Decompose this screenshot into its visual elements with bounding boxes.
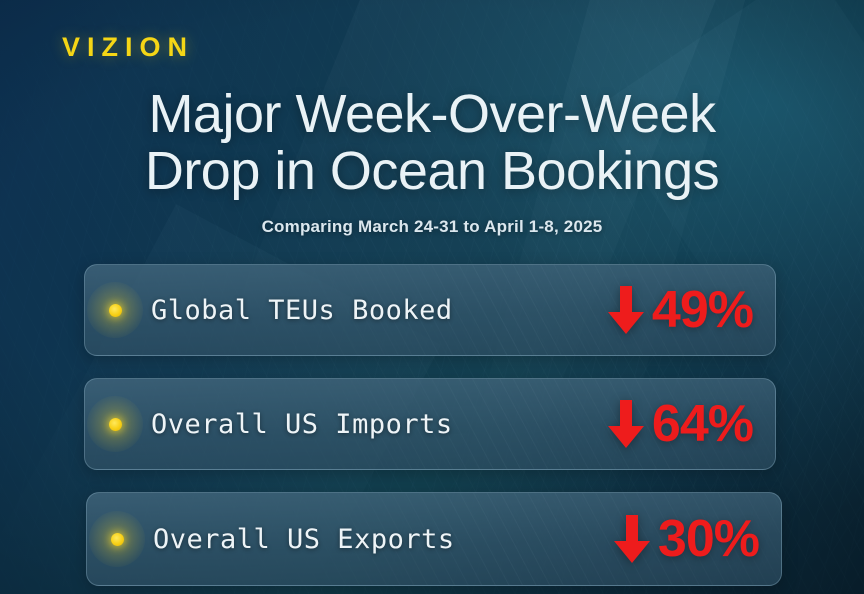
stat-value-group: 30% [612,513,781,565]
bullet-container [85,379,145,469]
brand-logo: VIZION [62,32,195,62]
arrow-down-icon [607,400,644,448]
page-title: Major Week-Over-Week Drop in Ocean Booki… [0,84,864,202]
stat-value-group: 64% [606,398,775,450]
page-title-line-1: Major Week-Over-Week [148,84,716,144]
stat-label: Global TEUs Booked [151,294,453,326]
stat-label: Overall US Imports [151,408,453,440]
bullet-container [85,265,145,355]
yellow-dot-icon [110,532,124,546]
bullet-container [87,493,147,585]
arrow-down-icon [607,286,644,334]
stat-label: Overall US Exports [153,523,455,555]
stat-card: Overall US Imports 64% [84,378,776,470]
page-title-line-2: Drop in Ocean Bookings [144,141,720,202]
stat-card: Global TEUs Booked 49% [84,264,776,356]
yellow-dot-icon [108,303,122,317]
stat-percentage: 49% [651,281,754,339]
arrow-down-icon [613,515,650,563]
yellow-dot-icon [108,417,122,431]
page-subtitle: Comparing March 24-31 to April 1-8, 2025 [261,217,603,236]
stat-percentage: 30% [657,510,760,568]
stat-percentage: 64% [651,395,754,453]
stat-value-group: 49% [606,284,775,336]
stat-card: Overall US Exports 30% [86,492,782,586]
stat-card-list: Global TEUs Booked 49% Overall US Import… [0,264,864,594]
